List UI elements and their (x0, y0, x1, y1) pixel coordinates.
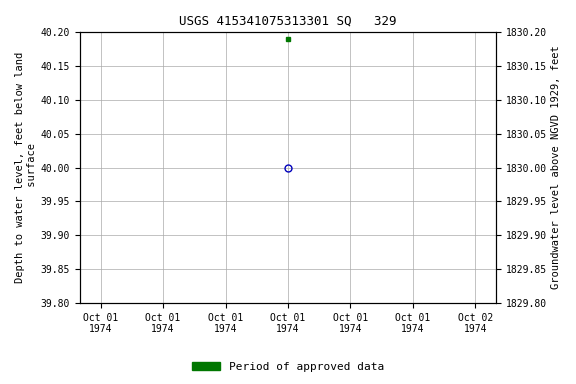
Legend: Period of approved data: Period of approved data (188, 358, 388, 377)
Title: USGS 415341075313301 SQ   329: USGS 415341075313301 SQ 329 (179, 15, 397, 28)
Y-axis label: Depth to water level, feet below land
 surface: Depth to water level, feet below land su… (15, 52, 37, 283)
Y-axis label: Groundwater level above NGVD 1929, feet: Groundwater level above NGVD 1929, feet (551, 46, 561, 290)
